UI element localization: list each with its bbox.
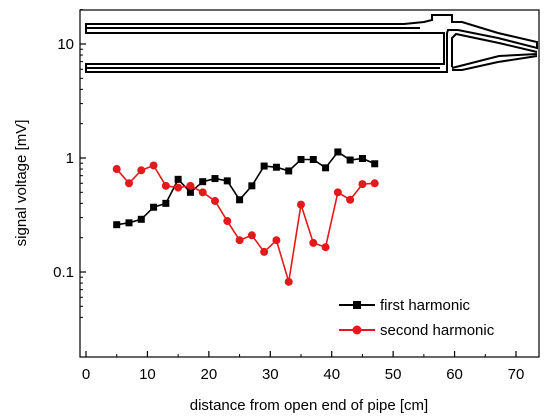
data-point	[161, 181, 170, 190]
data-point	[198, 188, 207, 197]
data-point	[186, 181, 195, 190]
data-point	[285, 167, 293, 175]
x-tick-label: 10	[139, 366, 156, 383]
data-point	[211, 175, 219, 183]
data-point	[297, 200, 305, 209]
x-tick-label: 20	[201, 366, 218, 383]
y-tick-label: 1	[66, 150, 74, 167]
data-point	[370, 179, 379, 188]
data-point	[272, 163, 280, 171]
x-tick-label: 60	[446, 366, 463, 383]
data-point	[247, 231, 256, 240]
legend: first harmonic second harmonic	[339, 297, 495, 339]
data-point	[309, 156, 317, 164]
data-point	[125, 179, 133, 188]
data-point	[358, 180, 367, 189]
series-line-1	[116, 150, 376, 226]
data-point	[199, 178, 207, 186]
data-point	[162, 199, 170, 207]
y-tick-label: 10	[57, 36, 74, 53]
data-point	[333, 188, 342, 197]
data-point	[334, 148, 342, 156]
data-point	[137, 166, 146, 175]
data-point	[223, 177, 231, 185]
x-tick-label: 40	[323, 366, 340, 383]
y-axis-label: signal voltage [mV]	[13, 120, 30, 247]
data-point	[223, 217, 232, 226]
x-tick-label: 0	[82, 366, 90, 383]
data-point	[235, 236, 244, 245]
data-point	[309, 238, 318, 247]
data-point	[149, 161, 158, 170]
data-point	[112, 165, 121, 174]
series-layer	[112, 148, 379, 286]
data-point	[125, 219, 133, 227]
legend-label-first: first harmonic	[380, 297, 471, 314]
legend-marker-second	[352, 325, 362, 335]
data-point	[186, 188, 194, 196]
data-point	[113, 221, 121, 229]
series-line-2	[116, 164, 375, 283]
data-point	[236, 196, 244, 204]
plot-frame	[79, 9, 540, 358]
data-point	[322, 164, 330, 172]
data-point	[284, 277, 293, 286]
data-point	[211, 196, 219, 205]
data-point	[174, 175, 182, 183]
data-point	[346, 156, 354, 164]
legend-label-second: second harmonic	[380, 322, 495, 339]
pipe-diagram	[85, 14, 538, 73]
x-tick-label: 70	[508, 366, 525, 383]
data-point	[358, 154, 366, 162]
legend-marker-first	[353, 301, 361, 309]
data-point	[346, 195, 355, 204]
data-point	[260, 162, 268, 170]
data-point	[272, 236, 281, 245]
x-tick-label: 30	[262, 366, 279, 383]
data-point	[248, 182, 256, 190]
x-axis-label: distance from open end of pipe [cm]	[190, 397, 428, 414]
data-point	[321, 243, 330, 252]
x-tick-label: 50	[385, 366, 402, 383]
data-point	[260, 247, 269, 256]
x-axis: 0 10 20 30 40 50 60 70	[82, 351, 525, 383]
y-tick-label: 0.1	[53, 264, 74, 281]
data-point	[371, 160, 379, 168]
data-point	[150, 203, 158, 211]
data-point	[174, 183, 183, 192]
y-axis: 0.1 1 10	[53, 9, 86, 318]
data-point	[137, 215, 145, 223]
data-point	[297, 156, 305, 164]
